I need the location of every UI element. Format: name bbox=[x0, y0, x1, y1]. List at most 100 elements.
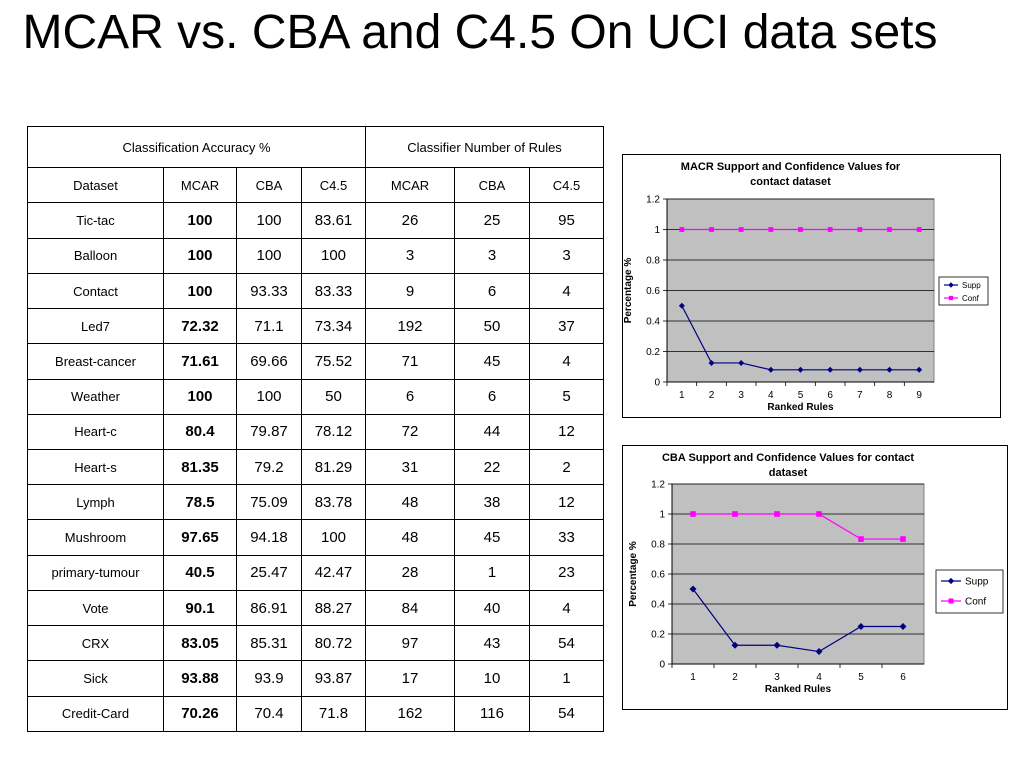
data-point-supp bbox=[797, 366, 804, 373]
data-point-conf bbox=[798, 227, 803, 232]
dataset-name-cell: Balloon bbox=[27, 237, 164, 274]
table-cell: 25.47 bbox=[236, 554, 302, 591]
column-header: CBA bbox=[236, 167, 302, 204]
chart-title: dataset bbox=[769, 467, 808, 479]
table-cell: 93.87 bbox=[301, 660, 366, 697]
data-point-supp bbox=[708, 359, 715, 366]
group-header-row: Classification Accuracy % Classifier Num… bbox=[27, 125, 605, 169]
table-cell: 83.33 bbox=[301, 272, 366, 310]
data-point-conf bbox=[887, 227, 892, 232]
table-cell: 88.27 bbox=[301, 589, 366, 627]
mcar-accuracy-cell: 100 bbox=[163, 202, 237, 239]
table-cell: 9 bbox=[365, 272, 455, 310]
x-tick-label: 4 bbox=[816, 672, 822, 683]
table-cell: 95 bbox=[528, 202, 605, 239]
table-cell: 75.52 bbox=[301, 343, 366, 380]
table-cell: 50 bbox=[454, 308, 530, 345]
table-cell: 97 bbox=[365, 625, 455, 662]
table-cell: 100 bbox=[236, 378, 302, 415]
legend-label-conf: Conf bbox=[965, 597, 986, 608]
data-point-supp bbox=[857, 623, 865, 630]
table-cell: 45 bbox=[454, 519, 530, 556]
y-axis-label: Percentage % bbox=[628, 541, 639, 607]
data-point-conf bbox=[732, 511, 738, 517]
table-cell: 22 bbox=[454, 449, 530, 486]
mcar-accuracy-cell: 100 bbox=[163, 237, 237, 274]
mcar-accuracy-cell: 40.5 bbox=[163, 554, 237, 591]
chart-title: CBA Support and Confidence Values for co… bbox=[662, 452, 914, 464]
table-cell: 71 bbox=[365, 343, 455, 380]
y-tick-label: 0.2 bbox=[651, 630, 665, 641]
table-cell: 23 bbox=[528, 554, 605, 591]
y-tick-label: 0.4 bbox=[646, 317, 660, 328]
table-cell: 73.34 bbox=[301, 308, 366, 345]
y-tick-label: 0.6 bbox=[646, 286, 660, 297]
data-point-supp bbox=[827, 366, 834, 373]
data-point-supp bbox=[767, 366, 774, 373]
table-cell: 38 bbox=[454, 484, 530, 521]
table-cell: 4 bbox=[528, 272, 605, 310]
results-table: Classification Accuracy % Classifier Num… bbox=[27, 125, 605, 733]
rules-group-header: Classifier Number of Rules bbox=[364, 125, 605, 169]
mcar-accuracy-cell: 83.05 bbox=[163, 625, 237, 662]
data-point-supp bbox=[689, 585, 697, 593]
dataset-name-cell: Mushroom bbox=[27, 519, 164, 556]
x-tick-label: 4 bbox=[768, 390, 774, 401]
table-cell: 40 bbox=[454, 589, 530, 627]
y-tick-label: 0.2 bbox=[646, 347, 660, 358]
table-cell: 31 bbox=[365, 449, 455, 486]
table-cell: 50 bbox=[301, 378, 366, 415]
mcar-accuracy-cell: 93.88 bbox=[163, 660, 237, 697]
table-cell: 79.2 bbox=[236, 449, 302, 486]
mcar-accuracy-cell: 71.61 bbox=[163, 343, 237, 380]
dataset-name-cell: Contact bbox=[27, 272, 164, 310]
table-row: Heart-c 80.4 79.87 78.12 72 44 12 bbox=[27, 413, 605, 451]
x-tick-label: 7 bbox=[857, 390, 863, 401]
legend-label-conf: Conf bbox=[962, 294, 980, 303]
data-point-conf bbox=[857, 227, 863, 232]
data-point-conf bbox=[916, 227, 922, 232]
dataset-name-cell: primary-tumour bbox=[27, 554, 164, 591]
data-point-conf bbox=[768, 227, 774, 232]
dataset-name-cell: Weather bbox=[27, 378, 164, 415]
table-cell: 162 bbox=[365, 695, 455, 733]
macr-support-confidence-chart: MACR Support and Confidence Values for co… bbox=[622, 154, 1001, 418]
chart-title: contact dataset bbox=[750, 176, 831, 188]
table-cell: 1 bbox=[528, 660, 605, 697]
legend-box bbox=[938, 276, 989, 306]
x-tick-label: 2 bbox=[709, 390, 715, 401]
data-point-conf bbox=[709, 227, 714, 232]
data-point-conf bbox=[900, 536, 906, 542]
table-row: Lymph 78.5 75.09 83.78 48 38 12 bbox=[27, 484, 605, 521]
y-axis-label: Percentage % bbox=[623, 258, 634, 324]
series-line-supp bbox=[692, 588, 903, 653]
table-cell: 81.29 bbox=[301, 449, 366, 486]
data-point-conf bbox=[738, 227, 744, 232]
x-tick-label: 6 bbox=[827, 390, 833, 401]
table-cell: 93.33 bbox=[236, 272, 302, 310]
table-cell: 2 bbox=[528, 449, 605, 486]
table-row: Tic-tac 100 100 83.61 26 25 95 bbox=[27, 202, 605, 239]
table-row: CRX 83.05 85.31 80.72 97 43 54 bbox=[27, 625, 605, 662]
dataset-name-cell: Lymph bbox=[27, 484, 164, 521]
column-header: Dataset bbox=[27, 167, 164, 204]
dataset-name-cell: Heart-c bbox=[27, 413, 164, 451]
table-cell: 12 bbox=[528, 413, 605, 451]
table-row: Contact 100 93.33 83.33 9 6 4 bbox=[27, 272, 605, 310]
table-cell: 12 bbox=[528, 484, 605, 521]
table-cell: 84 bbox=[365, 589, 455, 627]
table-row: Mushroom 97.65 94.18 100 48 45 33 bbox=[27, 519, 605, 556]
column-header: C4.5 bbox=[301, 167, 366, 204]
data-point-conf bbox=[827, 227, 833, 232]
table-cell: 100 bbox=[236, 202, 302, 239]
legend-label-supp: Supp bbox=[965, 577, 989, 588]
macr-chart-svg: MACR Support and Confidence Values for co… bbox=[623, 161, 989, 413]
table-cell: 86.91 bbox=[236, 589, 302, 627]
legend-label-supp: Supp bbox=[962, 281, 981, 290]
y-tick-label: 1.2 bbox=[646, 195, 660, 206]
table-cell: 54 bbox=[528, 695, 605, 733]
data-point-conf bbox=[679, 227, 685, 232]
mcar-accuracy-cell: 81.35 bbox=[163, 449, 237, 486]
table-cell: 48 bbox=[365, 484, 455, 521]
table-cell: 44 bbox=[454, 413, 530, 451]
